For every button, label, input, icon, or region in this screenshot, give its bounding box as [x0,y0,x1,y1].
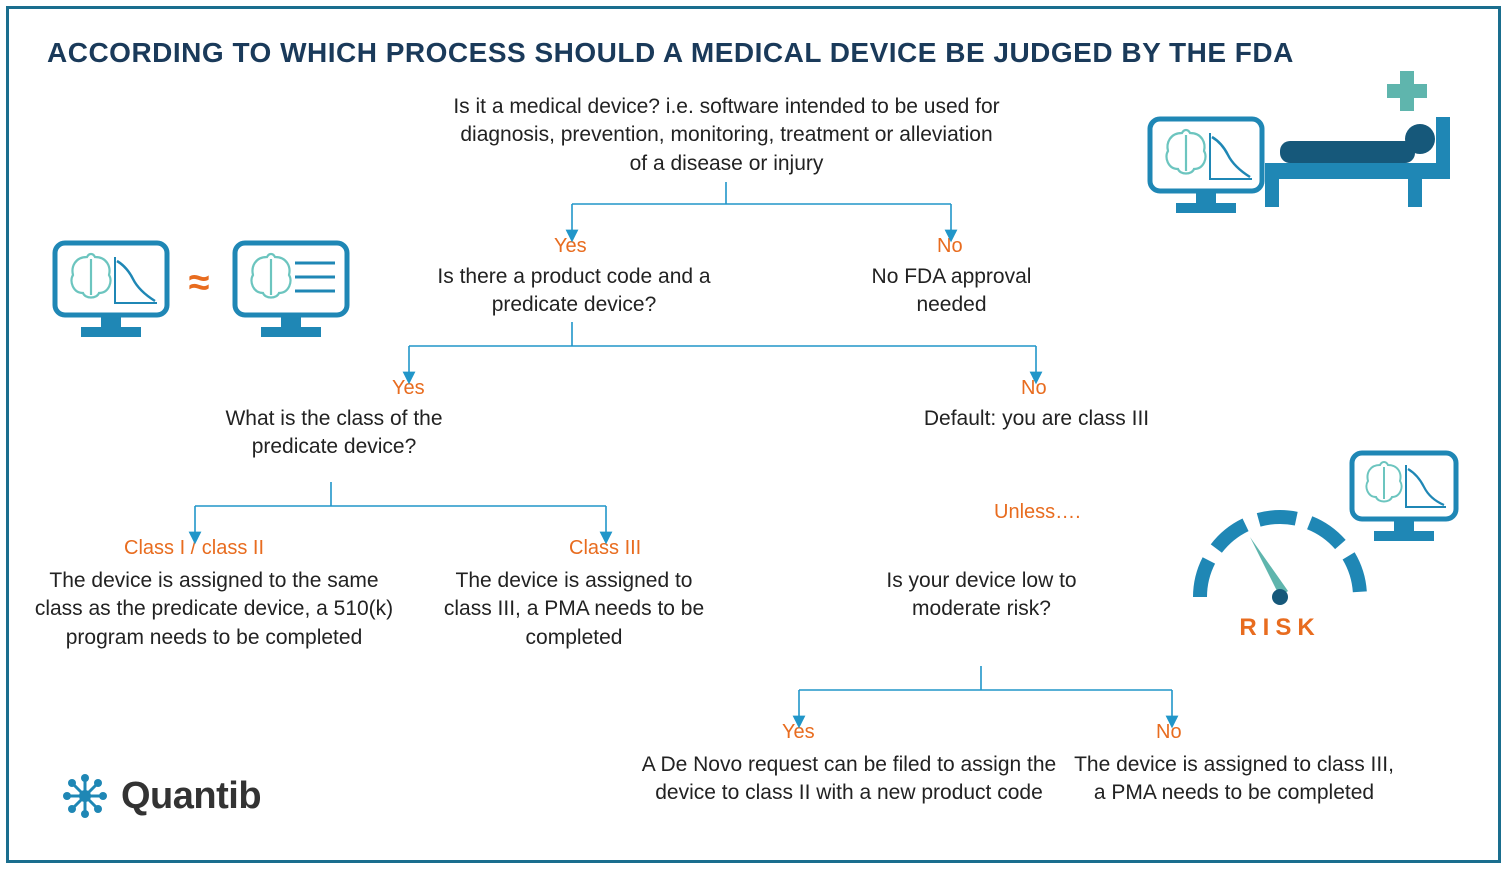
illustration-risk-gauge: RISK [1160,447,1470,647]
branch-q3-right: Class III [569,537,641,560]
quantib-logo: Quantib [61,772,261,820]
illustration-patient-monitor [1140,71,1460,226]
quantib-logo-icon [61,772,109,820]
illustration-two-monitors: ≈ [49,237,369,367]
node-r4-left: A De Novo request can be filed to assign… [634,751,1064,808]
branch-q2-yes: Yes [392,377,425,400]
node-r3-left: The device is assigned to the same class… [29,567,399,652]
node-q1: Is it a medical device? i.e. software in… [449,93,1004,178]
risk-label: RISK [1239,614,1320,641]
quantib-logo-text: Quantib [121,775,261,818]
node-r3-right: The device is assigned to class III, a P… [439,567,709,652]
node-q2: Is there a product code and a predicate … [429,263,719,320]
branch-q4-yes: Yes [782,721,815,744]
diagram-frame: ACCORDING TO WHICH PROCESS SHOULD A MEDI… [6,6,1501,863]
node-q3: What is the class of the predicate devic… [209,405,459,462]
branch-q1-yes: Yes [554,235,587,258]
branch-unless: Unless…. [994,501,1081,524]
svg-text:≈: ≈ [189,262,210,304]
branch-q2-no: No [1021,377,1047,400]
branch-q1-no: No [937,235,963,258]
node-r1: No FDA approval needed [839,263,1064,320]
branch-q4-no: No [1156,721,1182,744]
node-q4: Is your device low to moderate risk? [844,567,1119,624]
branch-q3-left: Class I / class II [124,537,264,560]
diagram-title: ACCORDING TO WHICH PROCESS SHOULD A MEDI… [47,37,1294,69]
node-r4-right: The device is assigned to class III, a P… [1074,751,1394,808]
node-r2: Default: you are class III [909,405,1164,433]
